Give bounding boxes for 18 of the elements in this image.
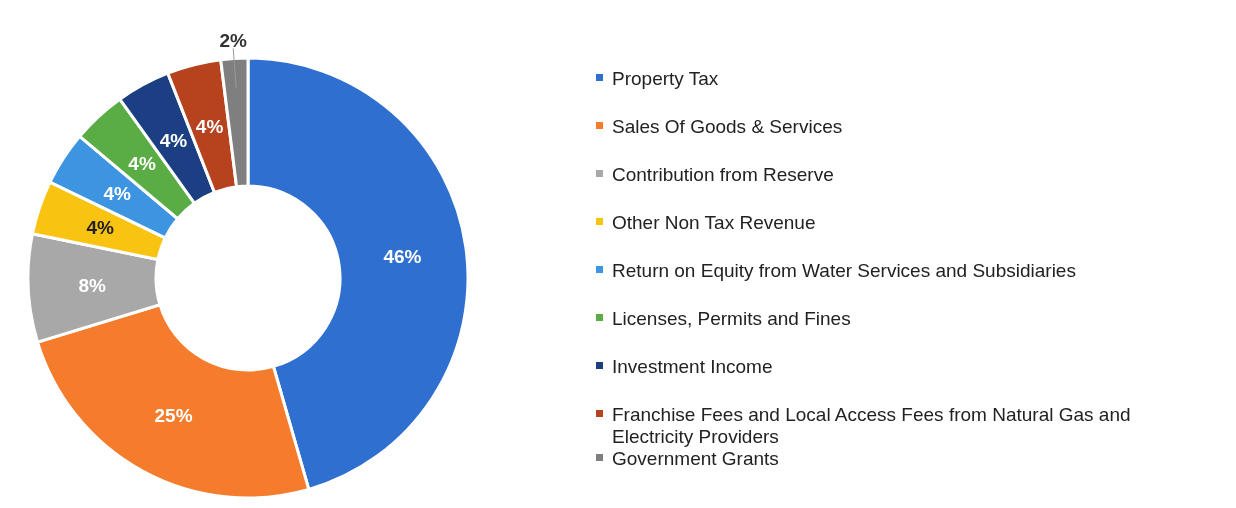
legend-label: Sales Of Goods & Services [612, 115, 843, 137]
legend-label: Return on Equity from Water Services and Subsidiaries [612, 259, 1076, 281]
data-label: 25% [154, 404, 193, 426]
legend-label: Investment Income [612, 355, 773, 377]
legend-label: Licenses, Permits and Fines [612, 307, 851, 329]
data-label: 46% [383, 245, 422, 267]
data-label: 2% [219, 29, 248, 51]
data-label: 4% [159, 130, 188, 152]
legend-label: Property Tax [612, 67, 719, 89]
data-label: 4% [195, 116, 224, 138]
data-label: 4% [103, 182, 131, 204]
legend-label: Government Grants [612, 447, 779, 469]
data-label: 4% [86, 217, 115, 239]
legend-label: Contribution from Reserve [612, 163, 834, 185]
data-label: 8% [78, 274, 106, 296]
legend-label: Franchise Fees and Local Access Fees from Natural Gas and Electricity Providers [612, 403, 1131, 447]
legend-label: Other Non Tax Revenue [612, 211, 816, 233]
data-label: 4% [128, 152, 156, 174]
